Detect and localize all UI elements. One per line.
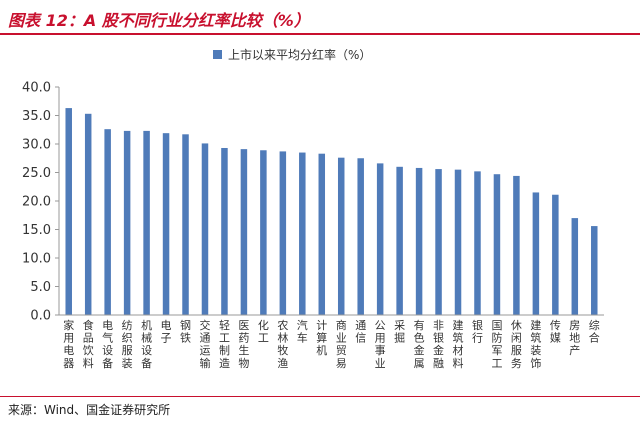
chart-bar [65,108,72,315]
chart-bar [279,151,287,315]
x-category-label: 银行 [472,318,483,345]
x-category-label: 交通运输 [199,318,210,370]
x-category-label: 非银金融 [433,319,444,370]
x-category-label: 汽车 [297,318,308,345]
y-tick-label: 5.0 [30,280,51,295]
legend-label: 上市以来平均分红率（%） [228,47,371,62]
chart-bar [260,150,267,315]
chart-title: 图表 12：A 股不同行业分红率比较（%） [8,11,310,30]
x-category-label: 建筑材料 [453,318,464,370]
chart-bar [201,143,209,315]
chart-bar [123,130,131,315]
x-category-label: 化工 [258,318,269,345]
x-category-label: 农林牧渔 [277,318,288,370]
y-tick-label: 20.0 [22,195,51,210]
chart-legend: 上市以来平均分红率（%） [213,47,371,62]
x-category-label: 房地产 [569,319,580,357]
x-category-label: 钢铁 [180,319,191,345]
chart-bar [104,129,111,315]
chart-bar [513,175,520,315]
bar-chart: 0.0 5.0 10.0 15.0 20.0 25.0 30.0 35.0 40.0 家用电器食… [22,47,604,370]
x-category-label: 商业贸易 [336,318,347,370]
y-tick-label: 10.0 [22,252,51,267]
chart-bar [454,169,462,315]
chart-bar [435,169,442,315]
x-category-label: 医药生物 [238,319,249,370]
x-category-label: 采掘 [394,319,405,345]
x-category-label: 公用事业 [375,319,386,370]
x-category-label: 有色金属 [414,318,425,370]
chart-bar [571,218,579,315]
chart-bar [337,157,345,315]
x-category-label: 电子 [161,319,172,345]
title-divider [0,33,640,35]
x-category-label: 食品饮料 [83,318,94,370]
chart-bar [474,171,481,315]
chart-bar [591,226,598,315]
source-note: 来源：Wind、国金证券研究所 [8,403,171,417]
x-category-label: 纺织服装 [122,318,133,370]
x-category-label: 休闲服务 [511,319,522,370]
chart-bar [415,167,423,315]
y-axis: 0.0 5.0 10.0 15.0 20.0 25.0 30.0 35.0 40.0 [22,81,60,324]
chart-bar [162,133,170,315]
y-tick-label: 0.0 [30,309,51,324]
chart-bar [376,163,384,315]
x-category-label: 建筑装饰 [530,318,541,370]
y-tick-label: 40.0 [22,81,51,96]
chart-bar [532,192,540,315]
source-divider [0,396,640,397]
x-category-label: 机械设备 [141,318,152,370]
chart-bar [357,158,364,315]
x-axis: 家用电器食品饮料电气设备纺织服装机械设备电子钢铁交通运输轻工制造医药生物化工农林… [59,314,604,370]
x-category-label: 国防军工 [491,319,502,370]
chart-bar [221,147,228,315]
legend-swatch [213,50,222,59]
chart-bar [143,130,150,315]
y-tick-label: 35.0 [22,109,51,124]
chart-bars [65,108,598,315]
chart-bar [182,134,189,315]
x-category-label: 家用电器 [63,318,74,370]
chart-bar [396,166,403,315]
chart-bar [240,149,248,315]
x-category-label: 轻工制造 [219,318,230,370]
x-category-label: 电气设备 [102,319,113,370]
chart-bar [318,153,326,315]
y-tick-label: 30.0 [22,138,51,153]
x-category-label: 传媒 [550,319,561,345]
chart-bar [552,194,559,315]
y-tick-label: 15.0 [22,223,51,238]
y-tick-label: 25.0 [22,166,51,181]
chart-bar [299,152,306,315]
x-category-label: 计算机 [316,319,327,357]
x-category-label: 综合 [589,318,600,345]
chart-bar [493,174,501,315]
chart-bar [84,113,92,315]
x-category-label: 通信 [355,319,366,345]
